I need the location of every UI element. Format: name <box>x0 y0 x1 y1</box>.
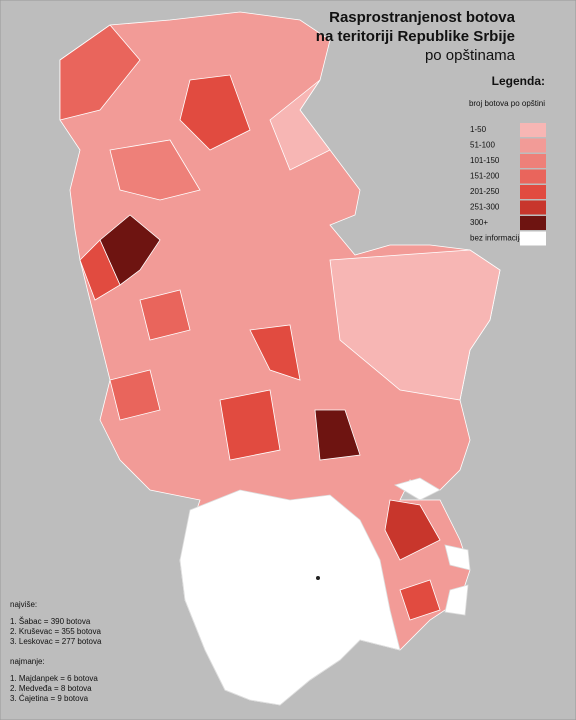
title-line: na teritoriji Republike Srbije <box>316 28 515 45</box>
legend-swatch <box>520 138 546 153</box>
title: Rasprostranjenost botova na teritoriji Re… <box>316 9 516 64</box>
note: 2. Kruševac = 355 botova <box>10 627 102 636</box>
legend-label: 251-300 <box>470 203 500 212</box>
region <box>219 389 281 461</box>
capital-dot <box>316 576 320 580</box>
title-line: po opštinama <box>425 47 516 64</box>
note: 1. Šabac = 390 botova <box>10 617 91 626</box>
legend-label: 101-150 <box>470 156 500 165</box>
no-data-area <box>444 544 471 571</box>
region <box>109 139 201 201</box>
legend-swatch <box>520 185 546 199</box>
region <box>59 24 141 121</box>
region <box>384 499 441 561</box>
no-data-area <box>393 477 441 501</box>
legend-label: 151-200 <box>470 172 500 181</box>
region <box>249 324 301 381</box>
note: 3. Ćajetina = 9 botova <box>10 694 89 703</box>
legend-subtitle: broj botova po opštini <box>469 99 545 108</box>
notes-heading: najmanje: <box>10 657 45 666</box>
legend-title: Legenda: <box>492 74 545 88</box>
title-line: Rasprostranjenost botova <box>329 9 516 26</box>
legend-swatch <box>520 231 546 246</box>
legend-label: 51-100 <box>470 141 495 150</box>
legend-label: 300+ <box>470 218 488 227</box>
legend-swatch <box>520 154 546 168</box>
region <box>79 239 121 301</box>
legend-swatch <box>520 169 546 184</box>
legend-label: bez informacija <box>470 234 524 243</box>
legend-label: 1-50 <box>470 125 487 134</box>
note: 3. Leskovac = 277 botova <box>10 637 102 646</box>
region <box>109 369 161 421</box>
legend-swatch <box>520 216 546 230</box>
notes-heading: najviše: <box>10 600 37 609</box>
region <box>269 79 331 171</box>
legend-label: 201-250 <box>470 187 500 196</box>
note: 1. Majdanpek = 6 botova <box>10 674 98 683</box>
region <box>399 579 441 621</box>
no-data-area <box>179 489 401 706</box>
note: 2. Medveđa = 8 botova <box>10 684 92 693</box>
map <box>59 11 501 706</box>
region <box>179 74 251 151</box>
region <box>314 409 361 461</box>
legend-swatch <box>520 200 546 215</box>
no-data-area <box>444 584 469 616</box>
legend: 1-50 51-100 101-150 151-200 201-250 251-300 30… <box>470 123 546 246</box>
legend-swatch <box>520 123 546 137</box>
region <box>139 289 191 341</box>
region <box>329 249 501 401</box>
